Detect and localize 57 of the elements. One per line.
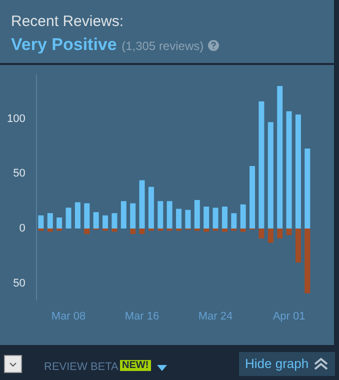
text: REVIEW BETA [44,361,118,373]
bar [185,210,191,229]
bar [84,203,90,229]
y-tick-label: 100 [6,112,26,125]
x-tick-label: Mar 24 [198,310,233,322]
bar [286,228,292,236]
bar [112,213,118,229]
bar [93,212,99,229]
x-tick-label: Apr 01 [272,310,306,322]
bar [204,228,210,232]
bar [158,201,164,229]
x-tick-label: Mar 16 [124,310,160,322]
text: NEW! [120,360,151,371]
x-tick-label: Mar 08 [51,310,86,322]
bar [295,228,301,263]
bar [194,200,200,229]
bar [84,228,90,234]
bar [304,228,310,294]
bar [166,201,172,229]
bar [112,228,118,232]
bar [222,206,228,229]
bar [56,218,62,229]
bar [295,114,301,229]
bar [277,228,283,238]
chart-title: Recent Reviews: [11,13,124,30]
y-tick-label: 50 [13,277,26,290]
bar [304,148,310,229]
bar [286,111,292,229]
y-tick-label: 0 [19,222,26,235]
bar [139,228,145,234]
bar [47,213,53,229]
bar [66,208,72,229]
bar [204,206,210,229]
chart-subtitle: Very Positive (1,305 reviews) [11,35,204,54]
bar [176,208,182,229]
bar [231,213,237,229]
bar [250,166,256,229]
bar [277,86,283,229]
bar [148,186,154,229]
bar [258,228,264,238]
bar [120,201,126,229]
bar [268,122,274,229]
bar [240,204,246,229]
y-tick-label: 50 [13,168,26,180]
bar [268,228,274,243]
bar [258,101,264,229]
bar [130,228,136,234]
bar [102,215,108,229]
bar [38,215,44,229]
bar [47,228,53,232]
bar [222,228,228,232]
bar [240,228,246,232]
text: Hide graph [245,356,309,371]
bar [139,180,145,229]
bar [130,203,136,229]
bar [74,202,80,229]
bar [212,208,218,229]
